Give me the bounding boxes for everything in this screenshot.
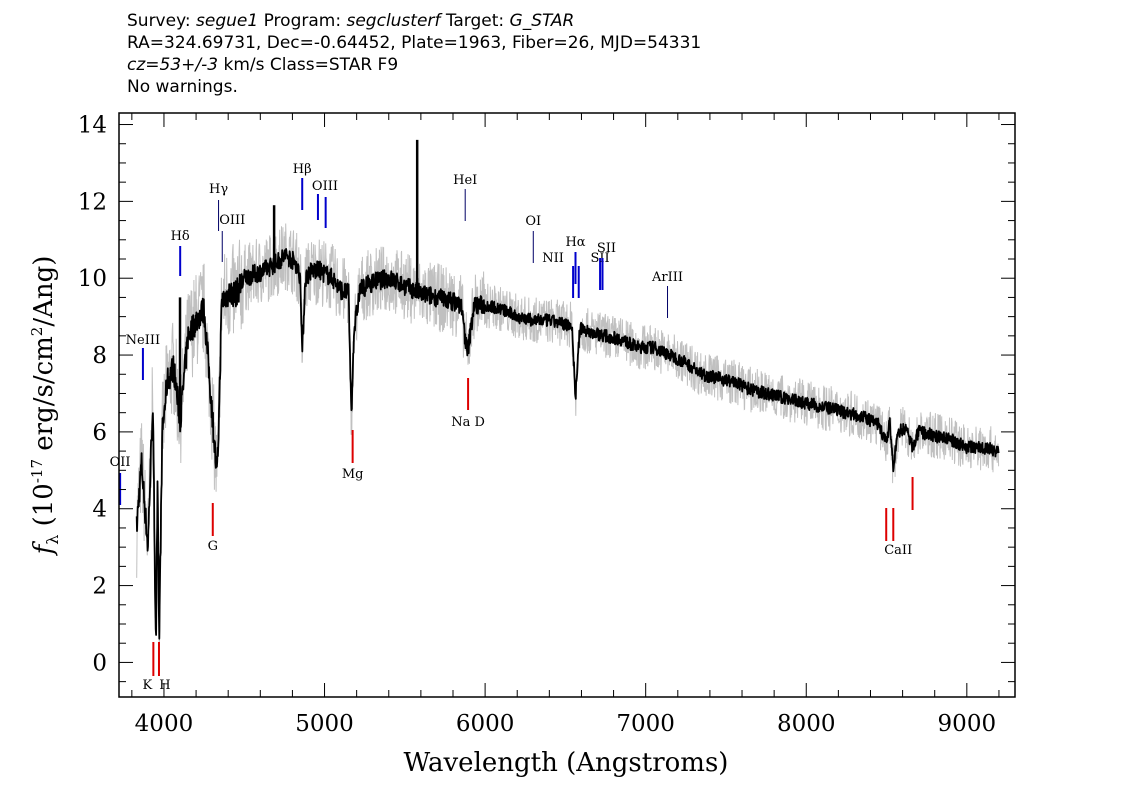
x-tick-label: 8000 [777,711,836,737]
line-label: NII [542,251,564,266]
axes: 4000 5000 6000 7000 8000 9000 0 2 4 6 8 10 12 14 [78,112,1016,737]
line-label: OI [525,214,541,229]
y-tick-label: 2 [92,574,107,600]
header-line-warnings: No warnings. [127,77,238,97]
program-label: Program: [263,11,342,31]
target-label: Target: [445,11,505,31]
y-tick-label: 0 [92,650,107,676]
line-label: OIII [219,213,245,228]
y-tick-label: 12 [78,189,107,215]
flux-series [135,248,1000,640]
spectrum-header: Survey: segue1 Program: segclusterf Targ… [127,10,701,98]
cz-value: cz=53+/-3 [127,55,219,75]
y-tick-label: 4 [92,497,107,523]
header-line-coordinates: RA=324.69731, Dec=-0.64452, Plate=1963, … [127,33,702,53]
plot-frame [118,112,1016,698]
line-label: SII [590,251,609,266]
y-tick-label: 14 [78,113,107,139]
line-label: Hγ [209,182,228,197]
line-label: H [159,678,170,693]
x-axis-label: Wavelength (Angstroms) [404,748,729,778]
x-tick-label: 7000 [616,711,675,737]
y-tick-label: 6 [92,420,107,446]
line-label: Hβ [293,162,312,177]
noise-line [136,223,1000,655]
line-label: OIII [312,179,338,194]
line-label: OII [110,455,131,470]
x-tick-label: 5000 [295,711,354,737]
line-label: NeIII [126,333,160,348]
y-tick-label: 8 [92,343,107,369]
program-value: segclusterf [346,11,441,31]
y-axis-label: fλ (10-17 erg/s/cm2/Ang) [28,256,62,557]
line-label: CaII [884,543,912,558]
header-line-redshift: cz=53+/-3 km/s Class=STAR F9 [127,54,701,76]
spike-marks [178,139,419,420]
noise-band [136,223,1000,655]
survey-value: segue1 [196,11,259,31]
survey-label: Survey: [127,11,191,31]
line-label: SII [597,241,616,256]
flux-line [135,248,1000,640]
header-line-survey: Survey: segue1 Program: segclusterf Targ… [127,10,701,32]
line-label: G [208,539,218,554]
x-tick-label: 4000 [135,711,194,737]
target-value: G_STAR [509,11,575,31]
spectral-line-markers: OIINeIIIHδHγOIIIHβOIIIOIIIHeIOINIIHαNIIS… [110,162,914,693]
line-label: ArIII [651,270,683,285]
cz-rest: km/s Class=STAR F9 [218,55,399,75]
line-label: HeI [453,173,477,188]
line-label: Na D [451,415,485,430]
line-label: K [143,678,153,693]
line-label: Hα [565,235,585,250]
x-tick-label: 6000 [456,711,515,737]
line-label: Mg [342,467,364,482]
line-label: Hδ [171,229,190,244]
y-tick-label: 10 [78,266,107,292]
x-tick-label: 9000 [938,711,997,737]
